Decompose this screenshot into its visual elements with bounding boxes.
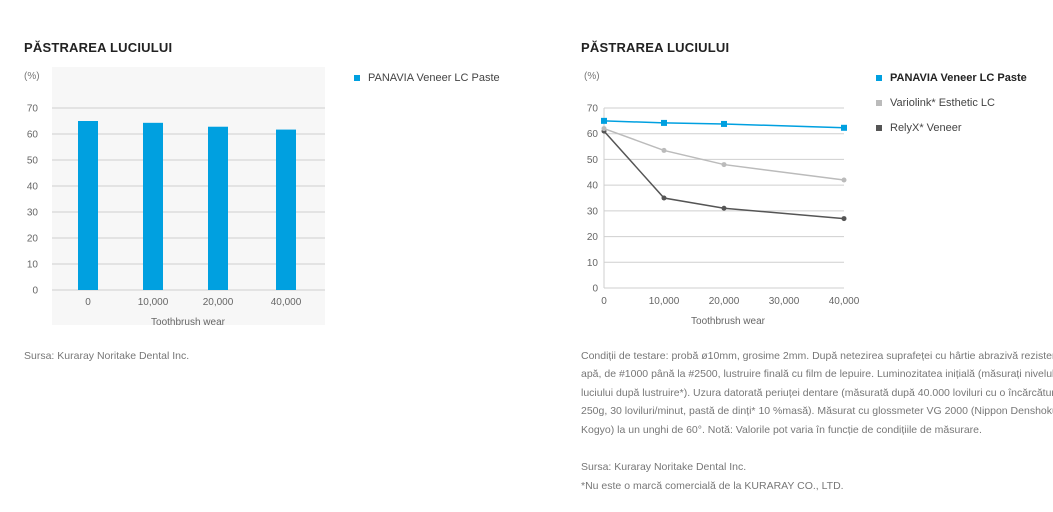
legend-swatch xyxy=(876,100,882,106)
data-point xyxy=(721,205,727,211)
x-tick-label: 0 xyxy=(85,297,91,308)
y-tick-label: 40 xyxy=(587,181,599,192)
y-tick-label: 60 xyxy=(587,129,599,140)
right-chart-panel: PĂSTRAREA LUCIULUI 0 10 20 30 40 50 60 70 (%) 0 10… xyxy=(560,0,1053,512)
chart-title: PĂSTRAREA LUCIULUI xyxy=(24,40,173,55)
note-line: apă, de #1000 până la #2500, lustruire f… xyxy=(581,368,1053,381)
test-conditions-note: Condiții de testare: probă ø10mm, grosim… xyxy=(581,347,1053,439)
y-tick-label: 50 xyxy=(587,155,599,166)
data-point xyxy=(841,216,847,222)
y-tick-label: 70 xyxy=(587,104,599,115)
y-axis-label: (%) xyxy=(584,71,600,82)
y-tick-label: 0 xyxy=(32,286,38,297)
data-point xyxy=(661,147,667,153)
y-tick-label: 10 xyxy=(587,258,599,269)
x-axis-label: Toothbrush wear xyxy=(151,317,226,328)
x-tick-label: 0 xyxy=(601,296,607,307)
x-tick-label: 10,000 xyxy=(138,297,169,308)
x-tick-label: 10,000 xyxy=(649,296,680,307)
y-tick-label: 0 xyxy=(592,284,598,295)
bar xyxy=(208,126,228,290)
y-tick-label: 30 xyxy=(27,208,39,219)
y-tick-label: 70 xyxy=(27,104,39,115)
data-point xyxy=(601,126,607,132)
series-line xyxy=(603,127,845,181)
data-point xyxy=(841,124,847,131)
note-line: Kogyo) la un unghi de 60°. Notă: Valoril… xyxy=(581,423,982,436)
y-tick-label: 30 xyxy=(587,206,599,217)
legend-label: RelyX* Veneer xyxy=(890,122,962,134)
x-tick-label: 20,000 xyxy=(709,296,740,307)
x-tick-label: 30,000 xyxy=(769,296,800,307)
note-line: luciului după lustruire*). Uzura datorat… xyxy=(581,386,1053,399)
data-point xyxy=(721,162,727,168)
data-point xyxy=(601,117,607,124)
note-line: Condiții de testare: probă ø10mm, grosim… xyxy=(581,350,1053,362)
x-axis-label: Toothbrush wear xyxy=(691,316,766,327)
source-note: Sursa: Kuraray Noritake Dental Inc. xyxy=(24,350,190,362)
data-point xyxy=(721,120,727,127)
bar xyxy=(143,122,163,290)
y-tick-label: 10 xyxy=(27,260,39,271)
chart-title: PĂSTRAREA LUCIULUI xyxy=(581,40,730,55)
legend-label: PANAVIA Veneer LC Paste xyxy=(890,72,1027,84)
legend-swatch xyxy=(876,125,882,131)
trademark-note: *Nu este o marcă comercială de la KURARA… xyxy=(581,480,844,492)
legend-swatch xyxy=(354,75,360,81)
legend-label: Variolink* Esthetic LC xyxy=(890,97,995,109)
y-tick-label: 50 xyxy=(27,156,39,167)
x-tick-label: 40,000 xyxy=(829,296,860,307)
bar xyxy=(78,121,98,290)
data-point xyxy=(841,177,847,183)
left-chart-panel: PĂSTRAREA LUCIULUI 0 10 20 30 40 50 60 70 (%) 0 10… xyxy=(0,0,520,512)
x-tick-label: 40,000 xyxy=(271,297,302,308)
y-tick-label: 40 xyxy=(27,182,39,193)
line-chart: 0 10 20 30 40 50 60 70 (%) 0 10,000 20,000 30,000 40,… xyxy=(584,71,860,327)
y-axis-label: (%) xyxy=(24,71,40,82)
note-line: 250g, 30 loviluri/minut, pastă de dinți*… xyxy=(581,405,1053,418)
x-tick-label: 20,000 xyxy=(203,297,234,308)
bar-chart: 0 10 20 30 40 50 60 70 (%) 0 10,000 20,000 40,000 Too… xyxy=(24,67,325,328)
y-tick-label: 60 xyxy=(27,130,39,141)
bar xyxy=(276,129,296,290)
legend-label: PANAVIA Veneer LC Paste xyxy=(368,72,500,84)
legend-swatch xyxy=(876,75,882,81)
y-tick-label: 20 xyxy=(587,232,599,243)
data-point xyxy=(661,119,667,126)
series-line xyxy=(603,120,845,129)
series-line xyxy=(603,130,845,220)
data-point xyxy=(661,195,667,201)
source-note: Sursa: Kuraray Noritake Dental Inc. xyxy=(581,461,747,473)
y-tick-label: 20 xyxy=(27,234,39,245)
